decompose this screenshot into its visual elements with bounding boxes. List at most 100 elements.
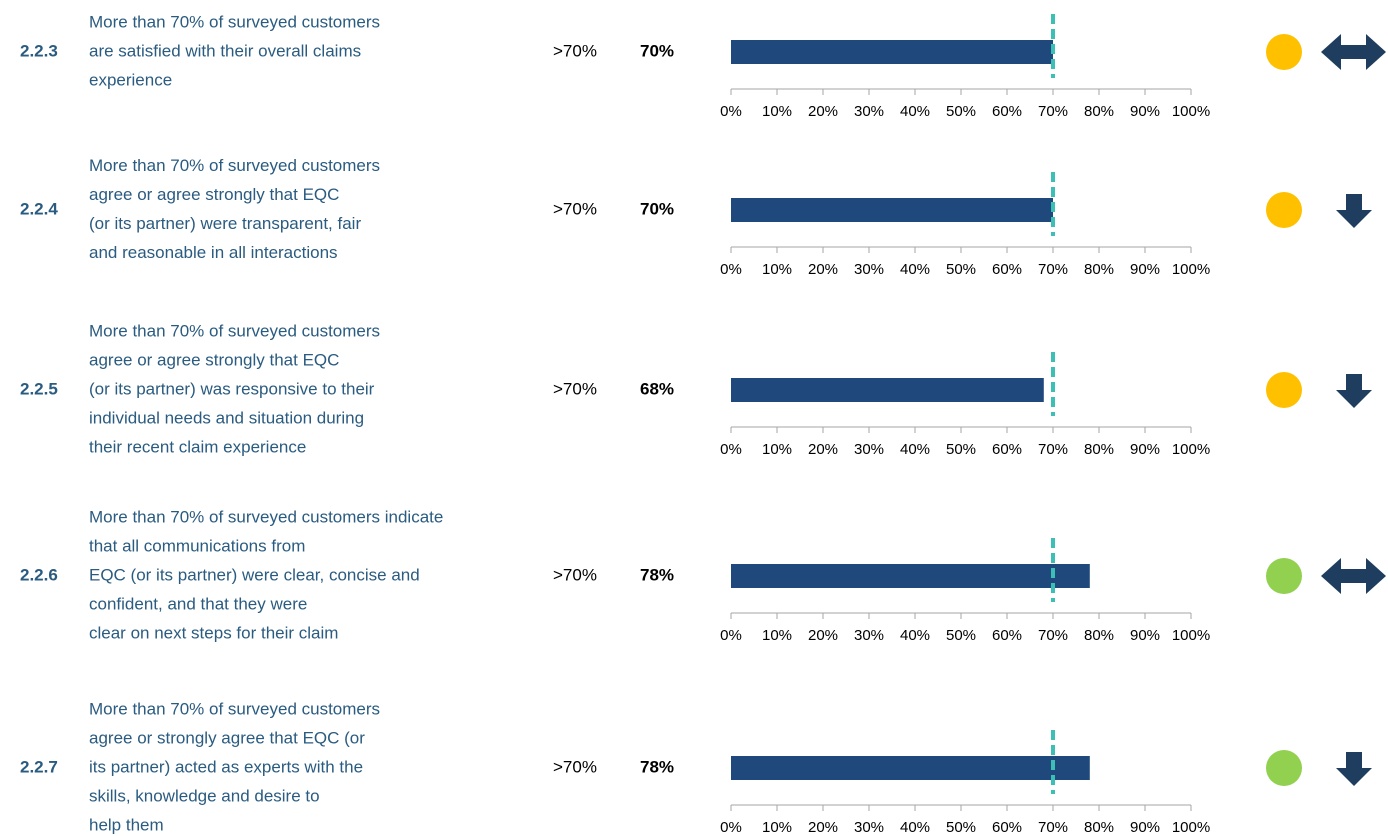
tick-label: 60% <box>992 103 1022 120</box>
tick-label: 30% <box>854 103 884 120</box>
tick-label: 20% <box>808 819 838 836</box>
row-id: 2.2.6 <box>20 565 58 584</box>
description-line: More than 70% of surveyed customers <box>89 321 380 340</box>
status-indicator <box>1266 750 1302 786</box>
result: 78% <box>640 565 674 584</box>
tick-label: 90% <box>1130 627 1160 644</box>
tick-label: 60% <box>992 441 1022 458</box>
description-line: skills, knowledge and desire to <box>89 786 320 805</box>
description-line: that all communications from <box>89 536 305 555</box>
tick-label: 20% <box>808 441 838 458</box>
bar <box>731 40 1053 64</box>
trend-arrow <box>1336 752 1372 786</box>
trend-arrow <box>1336 194 1372 228</box>
tick-label: 0% <box>720 441 742 458</box>
tick-label: 10% <box>762 261 792 278</box>
row-id: 2.2.3 <box>20 41 58 60</box>
tick-label: 50% <box>946 103 976 120</box>
target: >70% <box>553 41 597 60</box>
description-line: help them <box>89 815 164 834</box>
tick-label: 40% <box>900 103 930 120</box>
tick-label: 100% <box>1172 819 1210 836</box>
result: 70% <box>640 41 674 60</box>
trend-arrow <box>1336 374 1372 408</box>
description-line: their recent claim experience <box>89 437 306 456</box>
tick-label: 100% <box>1172 441 1210 458</box>
row-id: 2.2.5 <box>20 379 58 398</box>
description-line: clear on next steps for their claim <box>89 623 338 642</box>
tick-label: 70% <box>1038 441 1068 458</box>
target: >70% <box>553 379 597 398</box>
bar <box>731 756 1090 780</box>
status-indicator <box>1266 192 1302 228</box>
status-indicator <box>1266 558 1302 594</box>
tick-label: 60% <box>992 819 1022 836</box>
tick-label: 90% <box>1130 441 1160 458</box>
tick-label: 0% <box>720 819 742 836</box>
target: >70% <box>553 199 597 218</box>
tick-label: 100% <box>1172 261 1210 278</box>
tick-label: 10% <box>762 819 792 836</box>
description-line: experience <box>89 70 172 89</box>
tick-label: 30% <box>854 819 884 836</box>
description-line: are satisfied with their overall claims <box>89 41 361 60</box>
description-line: (or its partner) were transparent, fair <box>89 214 361 233</box>
tick-label: 40% <box>900 627 930 644</box>
target: >70% <box>553 757 597 776</box>
tick-label: 100% <box>1172 627 1210 644</box>
tick-label: 0% <box>720 103 742 120</box>
tick-label: 10% <box>762 627 792 644</box>
description-line: agree or strongly agree that EQC (or <box>89 728 365 747</box>
bar <box>731 564 1090 588</box>
tick-label: 10% <box>762 103 792 120</box>
target: >70% <box>553 565 597 584</box>
description-line: individual needs and situation during <box>89 408 364 427</box>
row-id: 2.2.4 <box>20 199 58 218</box>
description-line: More than 70% of surveyed customers <box>89 699 380 718</box>
tick-label: 80% <box>1084 261 1114 278</box>
description-line: EQC (or its partner) were clear, concise… <box>89 565 420 584</box>
tick-label: 50% <box>946 441 976 458</box>
tick-label: 30% <box>854 627 884 644</box>
tick-label: 90% <box>1130 261 1160 278</box>
tick-label: 40% <box>900 441 930 458</box>
description-line: More than 70% of surveyed customers <box>89 156 380 175</box>
tick-label: 50% <box>946 819 976 836</box>
description-line: confident, and that they were <box>89 594 307 613</box>
tick-label: 80% <box>1084 819 1114 836</box>
description-line: More than 70% of surveyed customers indi… <box>89 507 443 526</box>
trend-arrow <box>1321 558 1386 594</box>
result: 78% <box>640 757 674 776</box>
tick-label: 70% <box>1038 819 1068 836</box>
tick-label: 20% <box>808 261 838 278</box>
row-id: 2.2.7 <box>20 757 58 776</box>
tick-label: 60% <box>992 261 1022 278</box>
tick-label: 70% <box>1038 261 1068 278</box>
tick-label: 80% <box>1084 627 1114 644</box>
tick-label: 30% <box>854 261 884 278</box>
tick-label: 10% <box>762 441 792 458</box>
description-line: its partner) acted as experts with the <box>89 757 363 776</box>
tick-label: 60% <box>992 627 1022 644</box>
result: 68% <box>640 379 674 398</box>
status-indicator <box>1266 372 1302 408</box>
tick-label: 80% <box>1084 441 1114 458</box>
description-line: agree or agree strongly that EQC <box>89 350 339 369</box>
tick-label: 0% <box>720 627 742 644</box>
tick-label: 100% <box>1172 103 1210 120</box>
tick-label: 40% <box>900 261 930 278</box>
tick-label: 30% <box>854 441 884 458</box>
bar <box>731 378 1044 402</box>
description-line: (or its partner) was responsive to their <box>89 379 375 398</box>
tick-label: 70% <box>1038 627 1068 644</box>
tick-label: 70% <box>1038 103 1068 120</box>
tick-label: 50% <box>946 627 976 644</box>
tick-label: 0% <box>720 261 742 278</box>
description-line: More than 70% of surveyed customers <box>89 12 380 31</box>
trend-arrow <box>1321 34 1386 70</box>
description-line: and reasonable in all interactions <box>89 243 338 262</box>
bar <box>731 198 1053 222</box>
tick-label: 20% <box>808 103 838 120</box>
tick-label: 90% <box>1130 819 1160 836</box>
